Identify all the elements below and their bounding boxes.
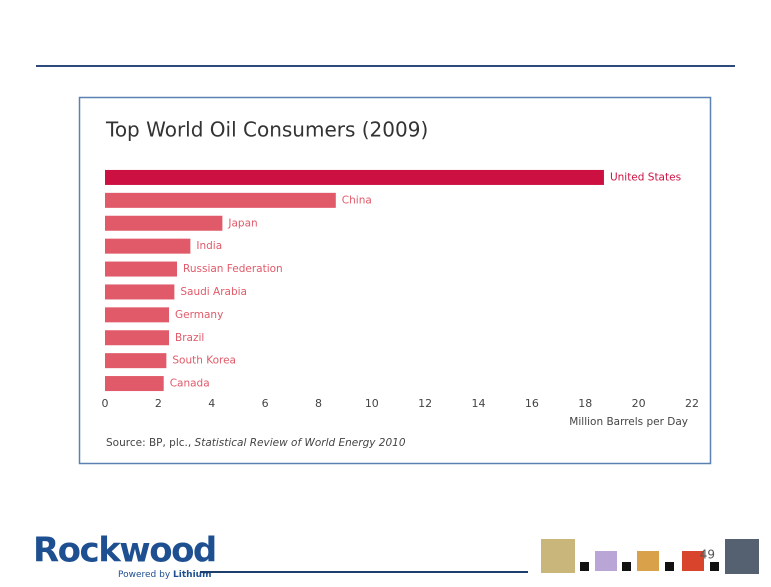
x-tick-label: 0 [102, 397, 109, 410]
bar-label: Canada [170, 378, 210, 390]
bar-label: Brazil [175, 332, 204, 344]
source-title: Statistical Review of World Energy 2010 [195, 437, 406, 449]
bar [105, 353, 167, 369]
tagline-prefix: Powered by [118, 570, 171, 580]
bar-label: India [196, 240, 222, 252]
page-number: 49 [700, 548, 715, 562]
bar [105, 238, 191, 254]
bar [105, 376, 164, 392]
bar-label: South Korea [172, 355, 236, 367]
x-tick-label: 8 [315, 397, 322, 410]
x-tick-label: 10 [365, 397, 379, 410]
photo [541, 539, 575, 573]
bar-label: United States [610, 171, 681, 183]
source-prefix: Source: BP, plc., [106, 437, 191, 449]
bar [105, 192, 336, 208]
x-tick-label: 4 [208, 397, 215, 410]
bar [105, 284, 175, 300]
bar-label: Germany [175, 309, 223, 321]
source: Source: BP, plc., Statistical Review of … [106, 437, 406, 449]
x-tick-label: 22 [685, 397, 699, 410]
x-tick-label: 16 [525, 397, 539, 410]
bullet [622, 562, 631, 571]
chart-title: Top World Oil Consumers (2009) [105, 118, 428, 142]
bar [105, 307, 170, 323]
bar [105, 330, 170, 346]
bar [105, 215, 223, 231]
bar-label: Japan [227, 217, 257, 229]
bar-label: Russian Federation [183, 263, 283, 275]
photo [637, 551, 659, 571]
logo: Rockwood [33, 531, 216, 571]
x-tick-label: 6 [262, 397, 269, 410]
x-tick-label: 18 [578, 397, 592, 410]
bar-label: China [342, 194, 372, 206]
x-tick-label: 2 [155, 397, 162, 410]
bullet [665, 562, 674, 571]
bullet [580, 562, 589, 571]
bullet [710, 562, 719, 571]
tagline-brand: Lithium [173, 570, 211, 580]
bar [105, 169, 604, 185]
x-tick-label: 20 [632, 397, 646, 410]
photo [725, 539, 759, 574]
chart-frame [78, 96, 712, 465]
plot: 0 2 4 6 8 10 12 14 16 18 20 22 United States China Jap… [102, 169, 699, 410]
photo [682, 551, 704, 571]
x-tick-label: 14 [472, 397, 486, 410]
bar [105, 261, 178, 277]
bar-label: Saudi Arabia [180, 286, 247, 298]
x-axis-label: Million Barrels per Day [569, 416, 688, 428]
photo [595, 551, 617, 571]
x-tick-label: 12 [418, 397, 432, 410]
tagline: Powered by Lithium [118, 570, 211, 580]
